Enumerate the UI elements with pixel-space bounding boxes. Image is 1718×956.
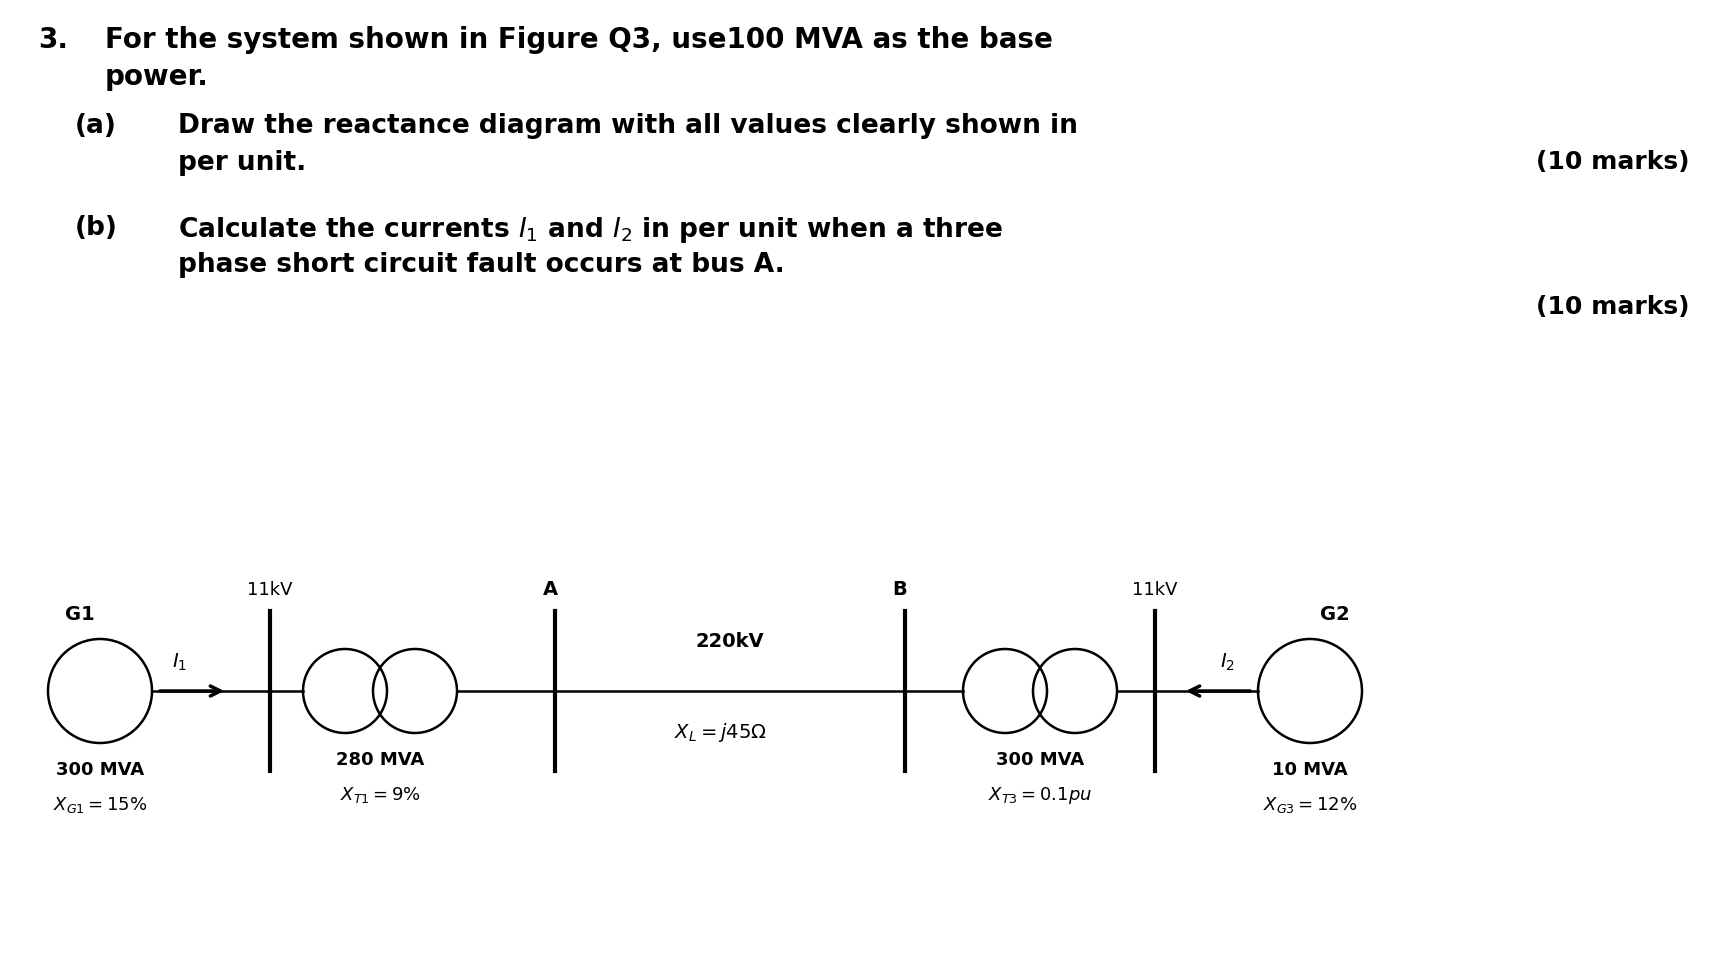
Text: $X_{T1}=9\%$: $X_{T1}=9\%$ [340,785,421,805]
Text: 3.: 3. [38,26,69,54]
Text: A: A [543,580,558,599]
Text: $X_L = j45\Omega$: $X_L = j45\Omega$ [673,721,766,744]
Text: (10 marks): (10 marks) [1536,295,1691,319]
Text: 220kV: 220kV [696,632,765,651]
Text: power.: power. [105,63,210,91]
Text: (b): (b) [76,215,119,241]
Text: 11kV: 11kV [247,581,292,599]
Text: $\mathit{I}_2$: $\mathit{I}_2$ [1220,652,1235,673]
Text: Calculate the currents $I_1$ and $I_2$ in per unit when a three: Calculate the currents $I_1$ and $I_2$ i… [179,215,1003,245]
Text: 300 MVA: 300 MVA [57,761,144,779]
Text: G2: G2 [1319,605,1350,624]
Text: $X_{T3}=0.1pu$: $X_{T3}=0.1pu$ [988,785,1093,806]
Text: (a): (a) [76,113,117,139]
Text: B: B [893,580,907,599]
Text: 10 MVA: 10 MVA [1273,761,1349,779]
Text: per unit.: per unit. [179,150,306,176]
Text: phase short circuit fault occurs at bus A.: phase short circuit fault occurs at bus … [179,252,785,278]
Text: 300 MVA: 300 MVA [996,751,1084,769]
Text: 280 MVA: 280 MVA [337,751,424,769]
Text: $X_{G1}=15\%$: $X_{G1}=15\%$ [53,795,148,815]
Text: (10 marks): (10 marks) [1536,150,1691,174]
Text: 11kV: 11kV [1132,581,1179,599]
Text: $X_{G3}=12\%$: $X_{G3}=12\%$ [1263,795,1357,815]
Text: G1: G1 [65,605,94,624]
Text: For the system shown in Figure Q3, use100 MVA as the base: For the system shown in Figure Q3, use10… [105,26,1053,54]
Text: Draw the reactance diagram with all values clearly shown in: Draw the reactance diagram with all valu… [179,113,1077,139]
Text: $\mathit{I}_1$: $\mathit{I}_1$ [172,652,187,673]
